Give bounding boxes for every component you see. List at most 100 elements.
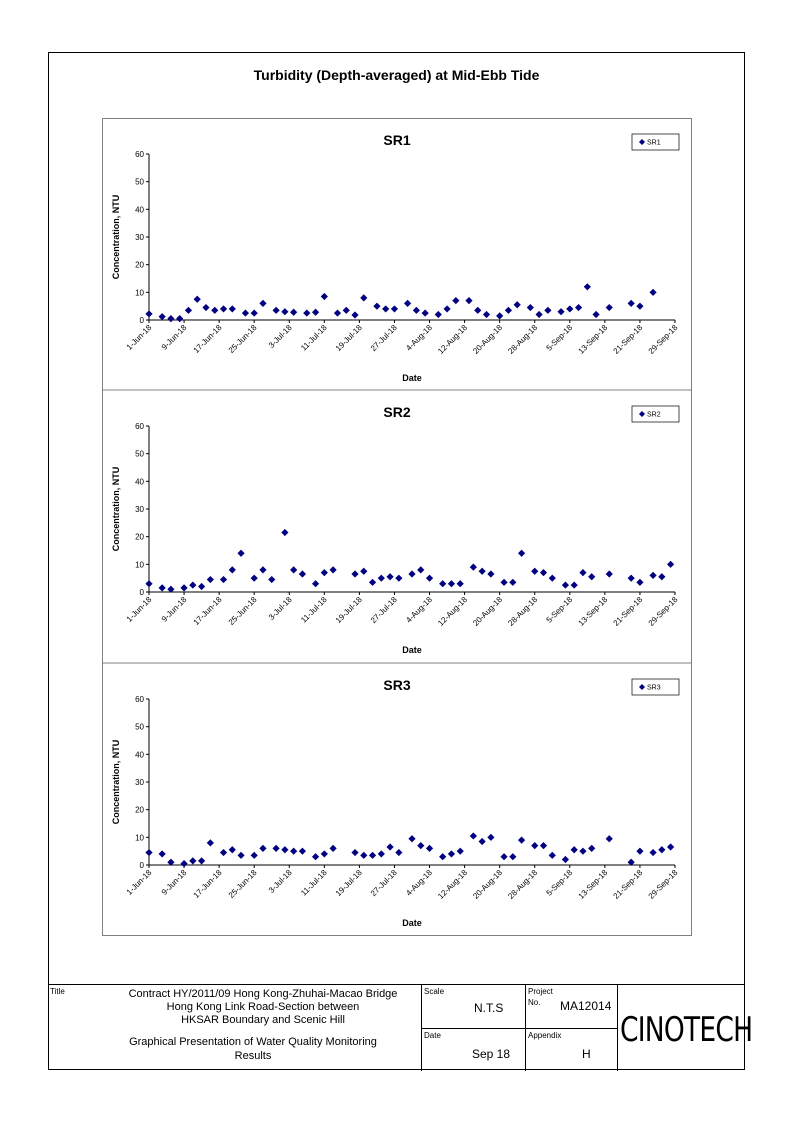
y-tick-label: 20: [135, 533, 144, 542]
x-tick-label: 25-Jun-18: [227, 595, 259, 627]
x-tick-label: 27-Jul-18: [369, 323, 399, 353]
data-point: [290, 847, 298, 855]
x-tick-label: 19-Jul-18: [334, 595, 364, 625]
data-point: [500, 578, 508, 586]
data-point: [250, 574, 258, 582]
data-point: [452, 297, 460, 305]
data-point: [167, 315, 175, 323]
data-point: [439, 853, 447, 861]
scale-label: Scale: [424, 987, 445, 996]
x-tick-label: 28-Aug-18: [506, 323, 539, 356]
x-tick-label: 21-Sep-18: [612, 323, 645, 356]
data-point: [351, 311, 359, 319]
data-point: [605, 303, 613, 312]
x-tick-label: 21-Sep-18: [612, 868, 645, 901]
x-tick-label: 27-Jul-18: [369, 868, 399, 898]
appendix-value: H: [582, 1047, 591, 1061]
data-point: [298, 570, 307, 578]
x-tick-label: 9-Jun-18: [160, 595, 189, 624]
data-point: [517, 836, 526, 844]
data-point: [390, 305, 399, 313]
x-tick-label: 20-Aug-18: [471, 595, 504, 628]
cinotech-logo: CINOTECH: [620, 1010, 753, 1050]
legend-box: [631, 405, 680, 423]
data-point: [412, 306, 420, 314]
data-point: [250, 309, 258, 317]
data-point: [509, 853, 517, 861]
data-point: [180, 584, 188, 592]
data-point: [228, 305, 236, 313]
data-point: [184, 306, 193, 314]
data-point: [649, 571, 657, 579]
data-point: [368, 851, 377, 859]
data-point: [219, 848, 228, 857]
data-point: [259, 566, 267, 574]
data-point: [404, 299, 412, 307]
data-point: [382, 305, 390, 313]
data-point: [588, 844, 596, 852]
x-tick-label: 12-Aug-18: [436, 323, 469, 356]
data-point: [202, 303, 210, 312]
data-point: [548, 851, 556, 859]
legend-box: [631, 678, 680, 696]
x-tick-label: 1-Jun-18: [125, 868, 154, 897]
data-point: [333, 309, 342, 317]
data-point: [636, 578, 644, 586]
data-point: [474, 306, 482, 314]
data-point: [561, 581, 570, 589]
data-point: [456, 580, 464, 588]
contract-title-line-2: Hong Kong Link Road-Section between: [166, 1001, 360, 1013]
data-point: [395, 574, 403, 582]
x-tick-label: 20-Aug-18: [471, 868, 504, 901]
data-point: [627, 299, 635, 307]
y-tick-label: 0: [140, 588, 145, 597]
data-point: [228, 846, 236, 854]
y-tick-label: 20: [135, 261, 144, 270]
data-point: [342, 306, 350, 314]
x-tick-label: 11-Jul-18: [299, 323, 329, 353]
data-point: [193, 295, 201, 303]
data-point: [574, 303, 583, 312]
data-point: [206, 575, 214, 584]
data-point: [237, 851, 245, 859]
legend-marker: [639, 684, 645, 690]
data-point: [198, 857, 206, 865]
x-tick-label: 1-Jun-18: [125, 595, 154, 624]
data-point: [290, 308, 298, 316]
data-point: [290, 566, 298, 574]
y-tick-label: 30: [135, 778, 144, 787]
data-point: [377, 574, 385, 582]
x-tick-label: 3-Jul-18: [267, 868, 294, 895]
chart-sr1: SR1 0 10 20 30 40 50 60 1-Jun-18 9-Jun-18 17-Jun-1…: [102, 132, 692, 391]
data-point: [513, 301, 521, 309]
y-tick-label: 10: [135, 560, 144, 569]
data-point: [517, 549, 526, 557]
data-point: [360, 294, 368, 302]
data-point: [478, 567, 486, 575]
y-tick-label: 60: [135, 695, 144, 704]
data-point: [320, 292, 328, 301]
x-tick-label: 13-Sep-18: [576, 323, 609, 356]
data-point: [281, 528, 289, 537]
data-point: [158, 850, 166, 858]
y-tick-label: 40: [135, 750, 144, 759]
data-point: [439, 580, 447, 588]
data-point: [219, 305, 228, 313]
data-point: [667, 560, 675, 568]
x-tick-label: 27-Jul-18: [369, 595, 399, 625]
x-tick-label: 12-Aug-18: [436, 868, 469, 901]
data-point: [561, 855, 570, 864]
data-point: [259, 299, 267, 307]
x-tick-label: 28-Aug-18: [506, 868, 539, 901]
x-tick-label: 25-Jun-18: [227, 868, 259, 900]
data-point: [636, 302, 644, 310]
legend-marker: [639, 411, 645, 417]
data-point: [320, 569, 328, 577]
data-point: [583, 283, 591, 291]
y-axis-label: Concentration, NTU: [111, 195, 121, 280]
legend-entry: SR2: [647, 412, 661, 419]
data-point: [465, 297, 473, 305]
x-tick-label: 3-Jul-18: [267, 323, 294, 350]
data-point: [425, 844, 434, 852]
data-point: [206, 839, 214, 847]
